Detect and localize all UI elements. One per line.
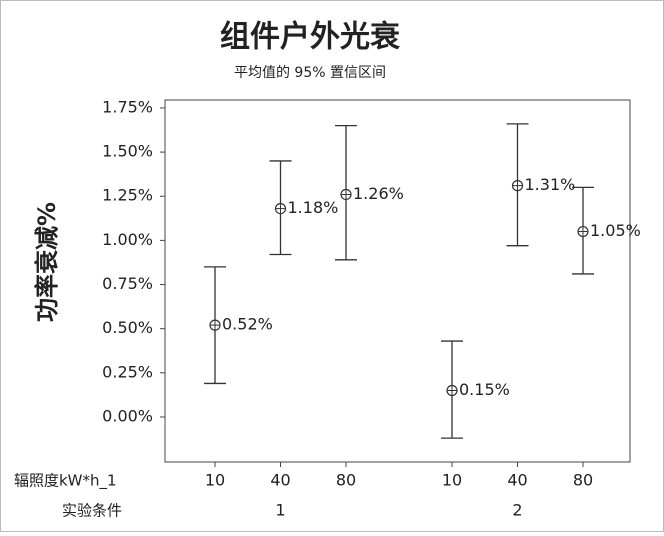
x-tick-label: 40 [507,471,527,490]
y-tick-label: 1.75% [102,97,153,116]
x-tick-label: 40 [270,471,290,490]
y-tick-label: 1.25% [102,186,153,205]
chart-title: 组件户外光衰 [220,20,400,55]
x-tick-label: 80 [336,471,356,490]
mean-cross [447,385,457,396]
group-label: 1 [275,501,285,520]
data-label: 0.52% [222,315,273,334]
group-name: 实验条件 [62,502,122,520]
x-tick-label: 10 [205,471,225,490]
mean-cross [210,320,220,331]
chart-subtitle: 平均值的 95% 置信区间 [234,65,386,81]
mean-cross [578,226,588,237]
y-tick-label: 0.25% [102,362,153,381]
y-tick-label: 0.50% [102,318,153,337]
x-tick-label: 80 [573,471,593,490]
mean-cross [275,203,286,214]
mean-cross [341,189,351,200]
data-label: 1.18% [288,198,339,217]
data-label: 0.15% [459,380,510,399]
y-tick-label: 1.50% [102,142,153,161]
x-level-name: 辐照度kW*h_1 [14,472,117,491]
mean-cross [512,180,523,191]
x-tick-label: 10 [442,471,462,490]
y-tick-label: 1.00% [102,230,153,249]
y-tick-label: 0.00% [102,406,153,425]
y-tick-label: 0.75% [102,274,153,293]
group-label: 2 [512,501,522,520]
data-label: 1.05% [590,221,641,240]
plot-area [164,99,631,463]
data-label: 1.26% [353,184,404,203]
y-axis-label: 功率衰减% [33,202,61,322]
data-label: 1.31% [525,175,576,194]
